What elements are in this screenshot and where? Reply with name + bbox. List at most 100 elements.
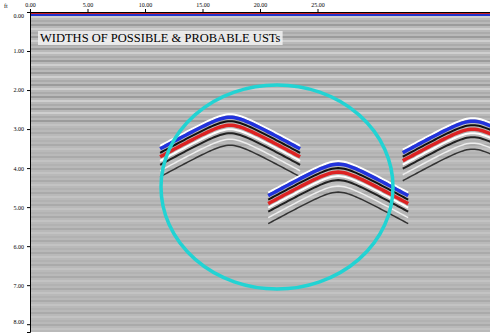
texture (30, 220, 490, 222)
texture (30, 328, 490, 330)
texture (30, 80, 490, 82)
texture (30, 20, 490, 22)
texture (30, 292, 490, 294)
texture (30, 256, 490, 258)
y-tick-mark (27, 12, 30, 13)
texture (30, 208, 490, 210)
texture (30, 120, 490, 122)
texture (30, 240, 490, 242)
plot-area (30, 12, 490, 332)
x-tick-mark (30, 9, 31, 12)
y-tick: 8.00 (14, 319, 31, 325)
texture (30, 232, 490, 234)
annotation-background (38, 31, 283, 45)
surface-band (30, 14, 490, 16)
texture (30, 248, 490, 250)
y-tick-label: 8.00 (14, 319, 25, 325)
x-tick-mark (88, 9, 89, 12)
texture (30, 16, 490, 18)
reflection (403, 149, 490, 181)
x-tick-mark (318, 9, 319, 12)
texture (30, 64, 490, 66)
texture (30, 56, 490, 58)
x-tick-label: 5.00 (83, 2, 94, 8)
texture (30, 260, 490, 262)
texture (30, 172, 490, 174)
reflection (403, 137, 490, 169)
y-tick: 4.00 (14, 166, 31, 172)
texture (30, 236, 490, 238)
texture (30, 296, 490, 298)
texture (30, 308, 490, 310)
x-axis-line (31, 9, 490, 13)
texture (30, 196, 490, 198)
x-tick-mark (260, 9, 261, 12)
texture (30, 168, 490, 170)
texture (30, 76, 490, 78)
texture (30, 48, 490, 50)
y-tick-mark (27, 129, 30, 130)
y-tick: 0.00 (14, 13, 31, 19)
texture (30, 180, 490, 182)
texture (30, 200, 490, 202)
y-tick-label: 6.00 (14, 244, 25, 250)
texture (30, 100, 490, 102)
texture (30, 96, 490, 98)
y-tick-mark (27, 168, 30, 169)
chart: 0.005.0010.0015.0020.0025.000.001.002.00… (0, 0, 490, 336)
texture (30, 216, 490, 218)
texture (30, 228, 490, 230)
y-tick: 7.00 (14, 283, 31, 289)
reflection (160, 145, 300, 177)
y-tick-mark (27, 324, 30, 325)
x-tick-label: 0.00 (25, 2, 36, 8)
texture (30, 276, 490, 278)
x-tick-mark (203, 9, 204, 12)
x-tick: 10.00 (139, 2, 153, 12)
y-tick-label: 2.00 (14, 87, 25, 93)
texture (30, 244, 490, 246)
texture (30, 104, 490, 106)
y-tick-mark (27, 207, 30, 208)
x-tick: 0.00 (25, 2, 36, 12)
y-tick-label: 7.00 (14, 283, 25, 289)
texture (30, 312, 490, 314)
annotation-group: WIDTHS OF POSSIBLE & PROBABLE USTs (38, 31, 283, 45)
highlight-ellipse (161, 85, 393, 289)
texture (30, 224, 490, 226)
y-unit-label: ft (4, 3, 8, 9)
y-tick: 6.00 (14, 244, 31, 250)
x-tick-label: 15.00 (196, 2, 210, 8)
x-tick-label: 10.00 (139, 2, 153, 8)
texture (30, 92, 490, 94)
y-tick: 3.00 (14, 126, 31, 132)
texture (30, 252, 490, 254)
texture (30, 60, 490, 62)
texture (30, 280, 490, 282)
y-tick-mark (27, 246, 30, 247)
y-tick-label: 3.00 (14, 126, 25, 132)
y-tick-mark (27, 51, 30, 52)
x-axis: 0.005.0010.0015.0020.0025.00 (25, 2, 490, 12)
texture (30, 264, 490, 266)
texture (30, 52, 490, 54)
texture (30, 324, 490, 326)
x-tick-label: 20.00 (254, 2, 268, 8)
texture (30, 116, 490, 118)
y-axis-line (27, 13, 31, 333)
texture (30, 28, 490, 30)
y-tick-label: 4.00 (14, 166, 25, 172)
texture (30, 316, 490, 318)
texture (30, 188, 490, 190)
x-tick: 20.00 (254, 2, 268, 12)
texture (30, 272, 490, 274)
texture (30, 192, 490, 194)
texture (30, 176, 490, 178)
y-tick-mark (27, 90, 30, 91)
y-tick-label: 5.00 (14, 205, 25, 211)
texture (30, 160, 490, 162)
y-tick: 1.00 (14, 48, 31, 54)
texture (30, 320, 490, 322)
texture (30, 112, 490, 114)
texture (30, 88, 490, 90)
